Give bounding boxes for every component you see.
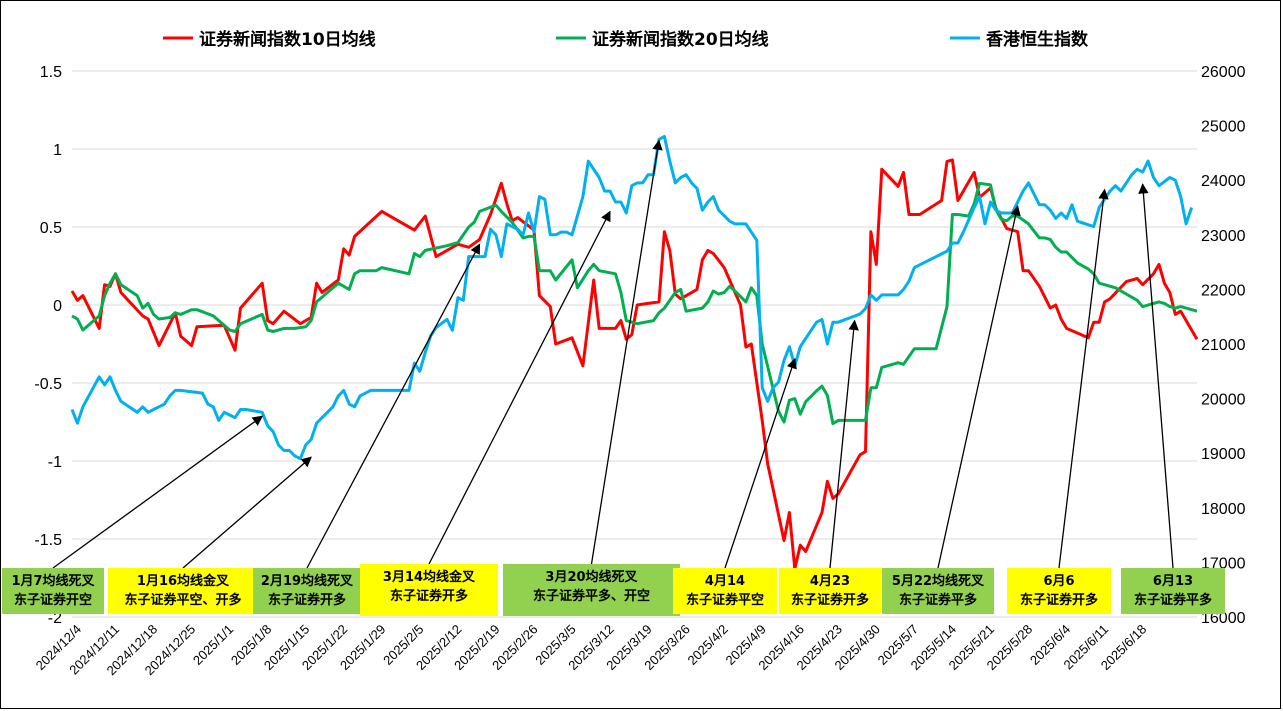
x-axis: 2024/12/42024/12/112024/12/182024/12/252… — [33, 622, 1150, 679]
annotation-arrow — [724, 357, 797, 569]
annotation-line1: 4月23 — [810, 574, 850, 589]
annotation-arrow — [937, 205, 1021, 569]
annotation-line2: 东子证券平空 — [686, 592, 764, 608]
annotation-line1: 5月22均线死叉 — [892, 573, 985, 589]
annotation-arrow — [306, 243, 481, 569]
annotation-line1: 1月7均线死叉 — [11, 573, 95, 589]
right-tick-label: 21000 — [1201, 337, 1246, 354]
annotation-line1: 1月16均线金叉 — [137, 573, 230, 589]
annotation-line2: 东子证券开空 — [14, 592, 92, 608]
left-tick-label: 1 — [53, 142, 62, 159]
annotation-line2: 东子证券开多 — [791, 592, 869, 608]
annotations: 1月7均线死叉东子证券开空1月16均线金叉东子证券平空、开多2月19均线死叉东子… — [2, 139, 1225, 616]
left-tick-label: -1 — [48, 454, 62, 471]
annotation-box — [882, 568, 994, 614]
left-y-axis: 1.5 1 0.5 0 -0.5 -1 -1.5 -2 — [34, 64, 62, 627]
left-tick-label: -0.5 — [34, 376, 62, 393]
annotation-arrow — [829, 319, 859, 569]
annotation-line2: 东子证券平空、开多 — [124, 592, 241, 608]
left-tick-label: -1.5 — [34, 532, 62, 549]
annotation-arrow — [52, 415, 264, 569]
left-tick-label: 0 — [53, 298, 62, 315]
annotation-line1: 3月20均线死叉 — [545, 569, 638, 585]
right-tick-label: 26000 — [1201, 64, 1246, 81]
left-tick-label: -2 — [48, 610, 62, 627]
annotation-line2: 东子证券开多 — [390, 588, 468, 604]
annotation-line2: 东子证券平多、开空 — [533, 588, 650, 604]
annotation-box — [779, 568, 881, 614]
series-line-2 — [70, 135, 1194, 461]
right-tick-label: 22000 — [1201, 282, 1246, 299]
legend-label-ma10: 证券新闻指数10日均线 — [199, 29, 376, 50]
annotation-arrow — [1058, 188, 1109, 569]
right-y-axis: 26000 25000 24000 23000 22000 21000 20000 19000… — [1201, 64, 1246, 627]
annotation-line2: 东子证券开多 — [268, 592, 346, 608]
annotation-line2: 东子证券开多 — [1020, 592, 1098, 608]
annotation-arrow — [182, 456, 312, 569]
annotation-line1: 6月6 — [1043, 574, 1074, 589]
series-lines — [70, 135, 1199, 571]
annotation-line1: 2月19均线死叉 — [261, 573, 354, 589]
legend-label-hsi: 香港恒生指数 — [986, 29, 1089, 50]
legend-label-ma20: 证券新闻指数20日均线 — [592, 29, 769, 50]
annotation-box — [1121, 568, 1225, 614]
right-tick-label: 20000 — [1201, 392, 1246, 409]
annotation-arrow — [590, 139, 663, 565]
x-tick-label: 2025/1/1 — [190, 622, 236, 668]
annotation-line2: 东子证券平多 — [1134, 592, 1212, 608]
series-line-1 — [71, 181, 1198, 426]
annotation-box — [2, 568, 104, 614]
right-tick-label: 18000 — [1201, 501, 1246, 518]
gridlines — [72, 70, 1197, 618]
annotation-line1: 3月14均线金叉 — [383, 569, 476, 585]
annotation-arrow — [428, 210, 611, 565]
annotation-box — [253, 568, 361, 614]
right-tick-label: 16000 — [1201, 610, 1246, 627]
left-tick-label: 0.5 — [40, 220, 62, 237]
annotation-arrow — [1138, 183, 1174, 569]
annotation-box — [360, 564, 498, 616]
annotation-box — [673, 568, 777, 614]
right-tick-label: 24000 — [1201, 173, 1246, 190]
series-line-0 — [70, 158, 1199, 571]
right-tick-label: 25000 — [1201, 119, 1246, 136]
legend: 证券新闻指数10日均线 证券新闻指数20日均线 香港恒生指数 — [163, 29, 1089, 50]
annotation-line2: 东子证券平多 — [899, 592, 977, 608]
left-tick-label: 1.5 — [40, 64, 62, 81]
x-tick-label: 2025/4/2 — [684, 622, 730, 668]
annotation-line1: 4月14 — [705, 574, 745, 589]
annotation-line1: 6月13 — [1153, 574, 1193, 589]
right-tick-label: 23000 — [1201, 228, 1246, 245]
annotation-box — [503, 564, 680, 616]
right-tick-label: 19000 — [1201, 446, 1246, 463]
annotation-box — [108, 568, 258, 614]
annotation-box — [1007, 568, 1111, 614]
